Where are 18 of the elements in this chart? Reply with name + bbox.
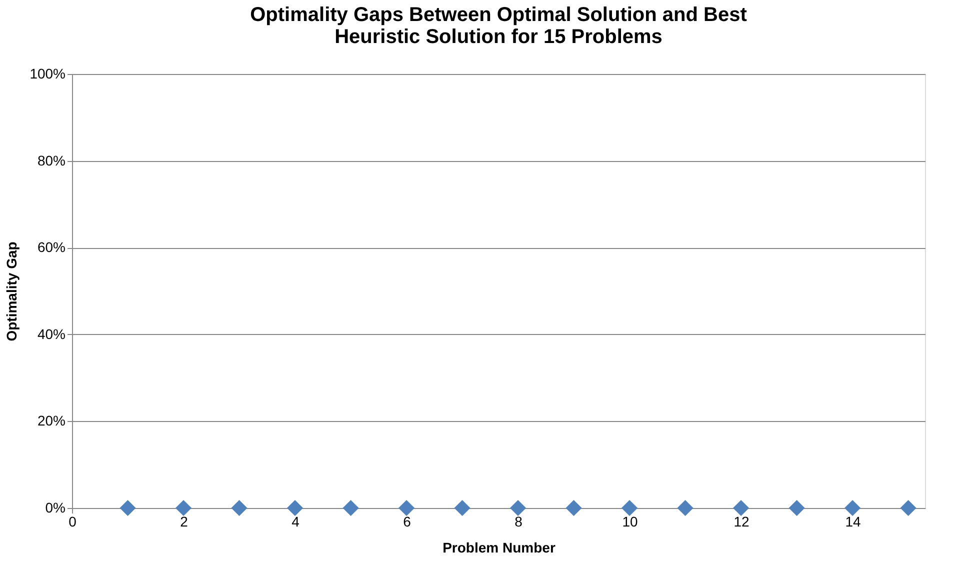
x-tick-label: 0 bbox=[68, 514, 77, 530]
y-axis-title: Optimality Gap bbox=[4, 242, 20, 342]
x-tick-label: 8 bbox=[514, 514, 523, 530]
text: Heuristic Solution for 15 Problems bbox=[334, 26, 662, 48]
x-tick-label: 12 bbox=[734, 514, 750, 530]
x-tick-label: 2 bbox=[180, 514, 188, 530]
x-tick-label: 6 bbox=[403, 514, 412, 530]
y-tick-label: 60% bbox=[37, 239, 66, 256]
text: Optimality Gaps Between Optimal Solution and Best bbox=[250, 4, 747, 26]
y-tick-label: 80% bbox=[37, 152, 66, 168]
y-tick-label: 40% bbox=[37, 326, 66, 342]
x-tick-label: 4 bbox=[292, 514, 300, 530]
x-tick-label: 10 bbox=[622, 514, 638, 530]
y-tick-label: 20% bbox=[37, 412, 66, 429]
y-tick-label: 0% bbox=[45, 500, 66, 516]
x-tick-label: 14 bbox=[845, 514, 862, 530]
y-tick-label: 100% bbox=[30, 66, 66, 82]
x-axis-title: Problem Number bbox=[442, 540, 556, 556]
